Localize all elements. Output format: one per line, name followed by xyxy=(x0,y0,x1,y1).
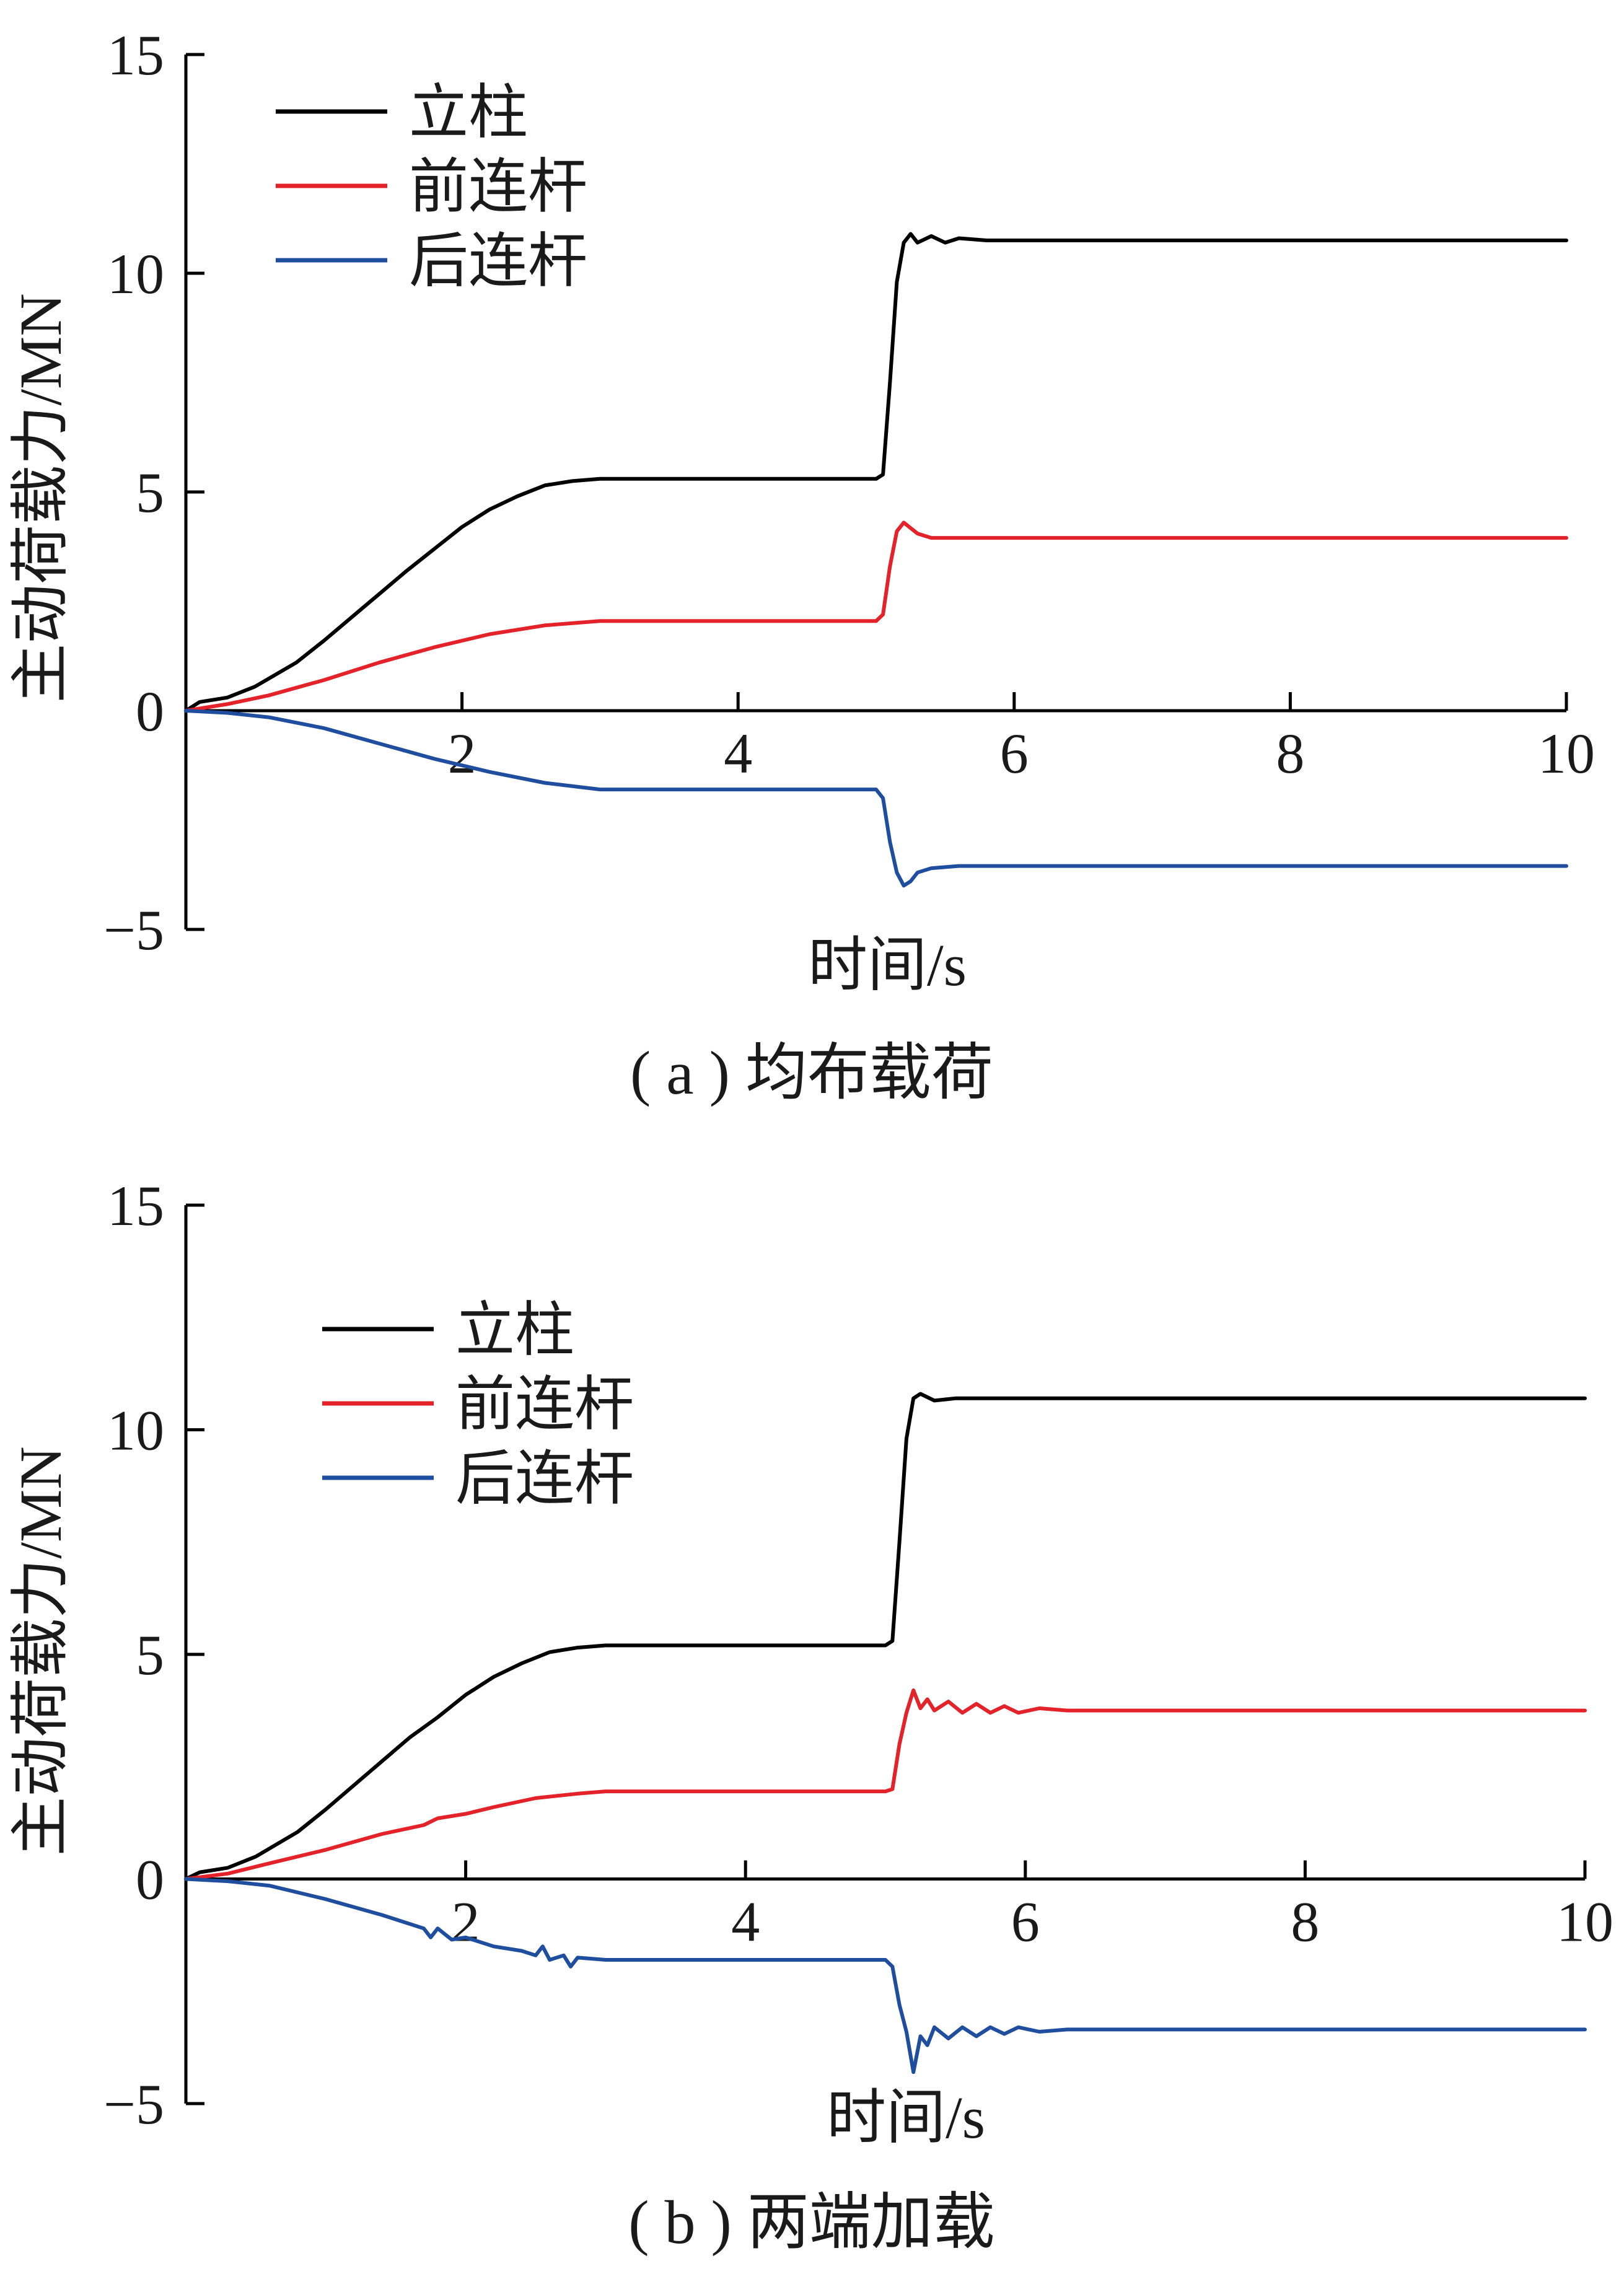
chart-b-x-tick-label: 6 xyxy=(1011,1890,1040,1954)
chart-b-y-tick-label: 10 xyxy=(107,1399,164,1462)
chart-b-legend-label: 前连杆 xyxy=(455,1371,634,1438)
chart-a-x-tick-label: 8 xyxy=(1276,722,1304,785)
chart-a-y-tick-label: 5 xyxy=(136,461,164,524)
chart-b-y-tick-label: −5 xyxy=(103,2073,164,2136)
chart-a-legend-label: 后连杆 xyxy=(409,228,587,294)
chart-a-x-tick-label: 10 xyxy=(1538,722,1595,785)
chart-a-y-tick-label: −5 xyxy=(103,898,164,962)
chart-b-x-tick-label: 10 xyxy=(1556,1890,1613,1954)
chart-a-y-tick-label: 0 xyxy=(136,680,164,743)
chart-b-xlabel: 时间/s xyxy=(827,2084,985,2151)
chart-a-legend-label: 前连杆 xyxy=(409,154,587,220)
chart-b-y-tick-label: 5 xyxy=(136,1623,164,1687)
chart-a-ylabel: 主动荷载力/MN xyxy=(7,293,74,703)
chart-a-series-line xyxy=(184,232,1568,713)
chart-a-x-tick-label: 6 xyxy=(1000,722,1029,785)
chart-a-y-tick-label: 10 xyxy=(107,242,164,305)
chart-b-ylabel: 主动荷载力/MN xyxy=(7,1446,74,1856)
chart-b-series-line xyxy=(184,1688,1587,1881)
chart-a-y-tick-label: 15 xyxy=(107,24,164,87)
chart-b-y-tick-label: 0 xyxy=(136,1848,164,1912)
chart-a-caption: ( a ) 均布载荷 xyxy=(630,1038,993,1107)
chart-a-series-line xyxy=(184,520,1568,713)
chart-a-legend-label: 立柱 xyxy=(409,79,528,146)
chart-b-y-tick-label: 15 xyxy=(107,1174,164,1237)
chart-a-x-tick-label: 4 xyxy=(724,722,752,785)
chart-a-series-line xyxy=(184,709,1568,888)
chart-b-series-line xyxy=(184,1877,1587,2074)
chart-a-x-tick-label: 2 xyxy=(448,722,476,785)
chart-b-series-line xyxy=(184,1392,1587,1881)
chart-b-x-tick-label: 2 xyxy=(452,1890,480,1954)
chart-b-caption: ( b ) 两端加载 xyxy=(628,2188,995,2257)
chart-b-x-tick-label: 8 xyxy=(1291,1890,1319,1954)
chart-b-legend-label: 立柱 xyxy=(455,1297,574,1363)
chart-b-legend-label: 后连杆 xyxy=(455,1446,634,1512)
chart-a-xlabel: 时间/s xyxy=(808,932,967,998)
chart-b-x-tick-label: 4 xyxy=(731,1890,760,1954)
